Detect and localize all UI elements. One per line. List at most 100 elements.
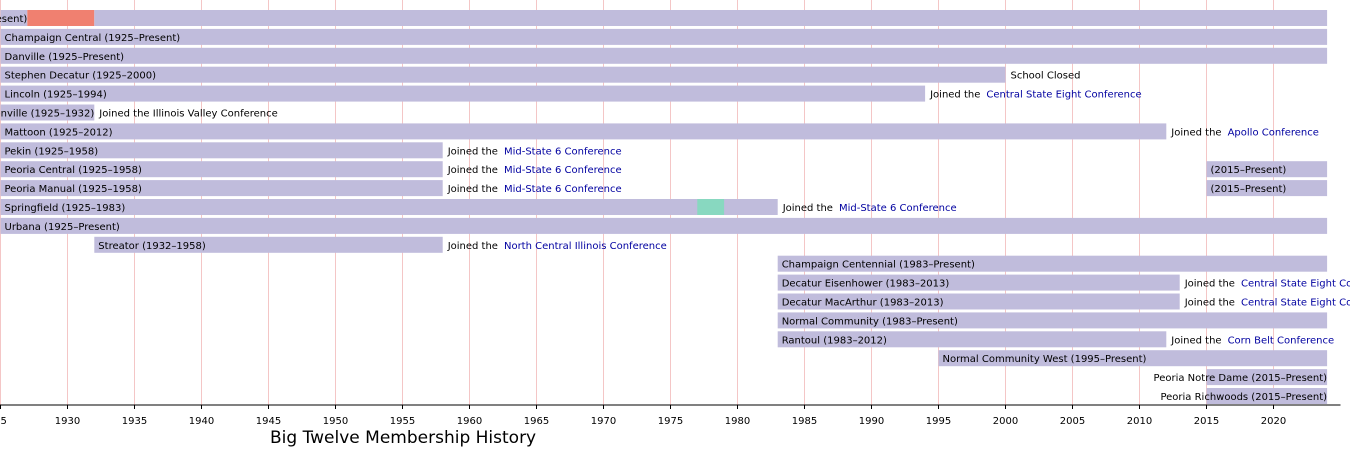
note: Joined the Apollo Conference (1170, 127, 1319, 138)
bar-label: Champaign Centennial (1983–Present) (782, 260, 975, 271)
note-text: Joined the (782, 203, 833, 214)
membership-bar (777, 274, 1180, 291)
x-tick-label: 1960 (457, 416, 482, 427)
note-text: Joined the (447, 165, 498, 176)
x-tick-label: 1965 (524, 416, 549, 427)
membership-bar (0, 104, 95, 121)
conference-link[interactable]: Central State Eight Conference (1241, 298, 1350, 309)
note: Joined the Mid-State 6 Conference (447, 184, 622, 195)
x-tick-label: 1940 (189, 416, 214, 427)
bar-label: Jacksonville (1925–1932) (0, 109, 94, 120)
note-text: Joined the (447, 146, 498, 157)
membership-bar (0, 161, 443, 178)
x-tick-label: 1990 (859, 416, 884, 427)
bar-label: Rantoul (1983–2012) (782, 335, 887, 346)
membership-bar (938, 350, 1328, 367)
membership-bar (777, 312, 1328, 329)
membership-bar (0, 66, 1006, 83)
x-tick-label: 1930 (55, 416, 80, 427)
x-tick-label: 1980 (725, 416, 750, 427)
note-text: Joined the (1170, 127, 1221, 138)
membership-bar (1206, 161, 1328, 178)
membership-bar (1206, 388, 1328, 404)
x-tick-label: 1955 (390, 416, 415, 427)
conference-link[interactable]: Central State Eight Conference (986, 90, 1141, 101)
chart-title: Big Twelve Membership History (270, 428, 536, 448)
membership-bar (0, 28, 1328, 45)
membership-bar (0, 142, 443, 159)
note: Joined the Central State Eight Conference (1184, 279, 1350, 290)
bar-label: Mattoon (1925–2012) (5, 127, 113, 138)
note-text: Joined the (929, 90, 980, 101)
bar-label: Urbana (1925–Present) (5, 222, 120, 233)
conference-link[interactable]: Apollo Conference (1228, 127, 1319, 138)
x-tick-label: 1995 (926, 416, 951, 427)
x-tick-label: 1985 (792, 416, 817, 427)
bar-label: Normal Community West (1995–Present) (943, 354, 1147, 365)
bar-label: Decatur Eisenhower (1983–2013) (782, 279, 950, 290)
note: Joined the Mid-State 6 Conference (782, 203, 957, 214)
membership-bar (0, 123, 1167, 140)
x-tick-label: 25 (0, 416, 7, 427)
x-tick-label: 1935 (122, 416, 147, 427)
membership-bar (94, 10, 1328, 26)
bar-label: Champaign Central (1925–Present) (5, 33, 181, 44)
note-text: Joined the (447, 241, 498, 252)
conference-link[interactable]: North Central Illinois Conference (504, 241, 667, 252)
note-text: School Closed (1011, 71, 1081, 82)
bar-label: Peoria Notre Dame (2015–Present) (1154, 373, 1328, 384)
membership-bar (1206, 369, 1328, 386)
conference-link[interactable]: Mid-State 6 Conference (504, 165, 622, 176)
membership-bar (0, 180, 443, 197)
membership-bar (0, 217, 1328, 234)
note-text: Joined the (1184, 298, 1235, 309)
note: School Closed (1011, 71, 1081, 82)
membership-bar (777, 331, 1167, 348)
note: Joined the Central State Eight Conference (1184, 298, 1350, 309)
note-text: Joined the Illinois Valley Conference (98, 109, 278, 120)
membership-bar (0, 85, 926, 102)
bar-label: Peoria Manual (1925–1958) (5, 184, 142, 195)
conference-link[interactable]: Mid-State 6 Conference (839, 203, 957, 214)
membership-bar (0, 10, 28, 26)
bar-label: Danville (1925–Present) (5, 52, 125, 63)
conference-link[interactable]: Mid-State 6 Conference (504, 184, 622, 195)
x-tick-label: 1975 (658, 416, 683, 427)
note-text: Joined the (1184, 279, 1235, 290)
x-tick-label: 2010 (1127, 416, 1152, 427)
membership-bar (697, 199, 725, 215)
bar-label: Normal Community (1983–Present) (782, 316, 958, 327)
membership-bar (1206, 180, 1328, 197)
bar-label: Bloomington (1925–1927)(1932-Present) (0, 14, 27, 25)
membership-bar (94, 236, 443, 253)
bar-label: (2015–Present) (1211, 184, 1287, 195)
conference-link[interactable]: Corn Belt Conference (1228, 335, 1335, 346)
bars (0, 10, 1328, 404)
membership-bar (777, 293, 1180, 310)
x-tick-label: 2015 (1194, 416, 1219, 427)
bar-label: (2015–Present) (1211, 165, 1287, 176)
bar-label: Springfield (1925–1983) (5, 203, 126, 214)
note-text: Joined the (1170, 335, 1221, 346)
membership-bar (27, 10, 95, 26)
membership-bar (0, 199, 778, 215)
membership-bar (777, 255, 1328, 272)
bar-label: Streator (1932–1958) (98, 241, 206, 252)
note: Joined the Mid-State 6 Conference (447, 165, 622, 176)
x-tick-label: 1950 (323, 416, 348, 427)
note: Joined the North Central Illinois Confere… (447, 241, 667, 252)
bar-label: Stephen Decatur (1925–2000) (5, 71, 157, 82)
x-tick-label: 2000 (993, 416, 1018, 427)
bar-label: Lincoln (1925–1994) (5, 90, 107, 101)
conference-link[interactable]: Central State Eight Conference (1241, 279, 1350, 290)
note: Joined the Mid-State 6 Conference (447, 146, 622, 157)
note: Joined the Central State Eight Conference (929, 90, 1142, 101)
x-tick-label: 2020 (1261, 416, 1286, 427)
bar-label: Pekin (1925–1958) (5, 146, 99, 157)
x-tick-label: 2005 (1060, 416, 1085, 427)
note: Joined the Corn Belt Conference (1170, 335, 1334, 346)
bar-label: Peoria Central (1925–1958) (5, 165, 143, 176)
x-tick-label: 1970 (591, 416, 616, 427)
conference-link[interactable]: Mid-State 6 Conference (504, 146, 622, 157)
